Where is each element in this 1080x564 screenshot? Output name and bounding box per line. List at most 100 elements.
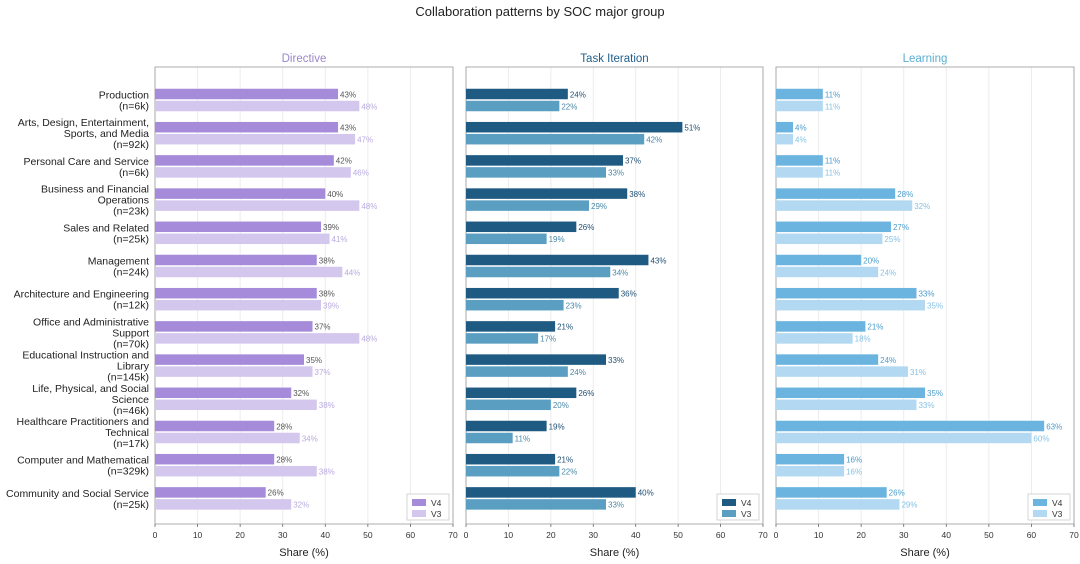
- category-label: Educational Instruction and Library (n=145…: [22, 350, 149, 384]
- data-label: 51%: [684, 123, 700, 132]
- data-label: 34%: [612, 268, 628, 277]
- data-label: 22%: [561, 467, 577, 476]
- bar: [155, 366, 313, 377]
- legend-swatch: [1033, 510, 1047, 517]
- legend-label: V3: [741, 509, 752, 519]
- bar: [155, 387, 292, 399]
- bar: [776, 499, 900, 510]
- data-label: 37%: [625, 157, 641, 166]
- x-tick-label: 0: [464, 530, 469, 540]
- data-label: 29%: [901, 501, 917, 510]
- bar: [155, 354, 304, 365]
- bar: [155, 121, 339, 133]
- x-tick-label: 10: [814, 530, 824, 540]
- bar: [466, 299, 564, 311]
- panel-title: Directive: [282, 53, 327, 65]
- bar: [466, 266, 611, 278]
- bar: [466, 167, 607, 178]
- bar: [466, 155, 623, 166]
- x-tick-label: 60: [406, 530, 416, 540]
- bar: [776, 100, 823, 112]
- data-label: 60%: [1033, 434, 1049, 443]
- x-axis-label: Share (%): [900, 547, 950, 559]
- x-tick-label: 50: [673, 530, 683, 540]
- legend-label: V3: [431, 509, 442, 519]
- bar: [155, 200, 360, 211]
- data-label: 43%: [650, 256, 666, 265]
- legend-label: V4: [1052, 498, 1063, 508]
- legend-swatch: [412, 510, 426, 517]
- data-label: 19%: [549, 235, 565, 244]
- data-label: 39%: [323, 301, 339, 310]
- bar: [155, 167, 351, 178]
- bar: [776, 432, 1032, 444]
- bar: [155, 100, 360, 112]
- data-label: 33%: [918, 289, 934, 298]
- bar: [776, 420, 1045, 432]
- data-label: 26%: [268, 489, 284, 498]
- data-label: 25%: [884, 235, 900, 244]
- bar: [155, 266, 343, 278]
- category-label: Office and Administrative Support (n=70k): [33, 316, 149, 350]
- data-label: 44%: [344, 268, 360, 277]
- bar: [466, 233, 547, 245]
- bar: [466, 465, 560, 477]
- bar: [155, 465, 317, 477]
- bar: [776, 399, 917, 411]
- x-tick-label: 20: [235, 530, 245, 540]
- data-label: 42%: [646, 135, 662, 144]
- data-label: 31%: [910, 368, 926, 377]
- legend-box: [716, 493, 760, 521]
- category-label: Healthcare Practitioners and Technical (n=…: [17, 416, 150, 450]
- bar: [155, 333, 360, 344]
- data-label: 33%: [608, 356, 624, 365]
- bar: [776, 354, 879, 365]
- data-label: 47%: [357, 135, 373, 144]
- category-label: Personal Care and Service (n=6k): [24, 156, 150, 179]
- bar: [466, 88, 568, 100]
- data-label: 21%: [557, 323, 573, 332]
- bar: [155, 453, 275, 465]
- legend-label: V3: [1052, 509, 1063, 519]
- bar: [776, 133, 794, 145]
- legend-swatch: [722, 499, 736, 506]
- data-label: 33%: [608, 169, 624, 178]
- bar: [466, 499, 607, 510]
- data-label: 24%: [570, 368, 586, 377]
- bar: [466, 399, 551, 411]
- data-label: 20%: [553, 401, 569, 410]
- legend-label: V4: [741, 498, 752, 508]
- bar: [466, 453, 556, 465]
- bar: [776, 387, 925, 399]
- bar: [155, 499, 292, 510]
- data-label: 20%: [863, 256, 879, 265]
- bar: [466, 188, 628, 199]
- panel-title: Learning: [903, 53, 948, 65]
- data-label: 37%: [315, 368, 331, 377]
- data-label: 11%: [825, 102, 840, 111]
- bar: [776, 167, 823, 178]
- bar: [466, 354, 607, 365]
- bar: [776, 200, 913, 211]
- bar: [466, 432, 513, 444]
- category-label: Business and Financial Operations (n=23k): [41, 184, 149, 218]
- data-label: 35%: [927, 301, 943, 310]
- data-label: 16%: [846, 467, 862, 476]
- bar: [155, 133, 356, 145]
- data-label: 19%: [549, 422, 565, 431]
- x-tick-label: 20: [856, 530, 866, 540]
- x-tick-label: 70: [448, 530, 458, 540]
- data-label: 43%: [340, 123, 356, 132]
- bar: [466, 420, 547, 432]
- bar: [155, 221, 322, 233]
- x-tick-label: 30: [589, 530, 599, 540]
- data-label: 11%: [825, 169, 840, 178]
- data-label: 4%: [795, 123, 807, 132]
- bar: [155, 188, 326, 199]
- category-label: Life, Physical, and Social Science (n=46k): [32, 383, 149, 417]
- chart-title: Collaboration patterns by SOC major grou…: [415, 4, 665, 19]
- data-label: 36%: [621, 289, 637, 298]
- bar: [776, 453, 845, 465]
- bar: [776, 287, 917, 299]
